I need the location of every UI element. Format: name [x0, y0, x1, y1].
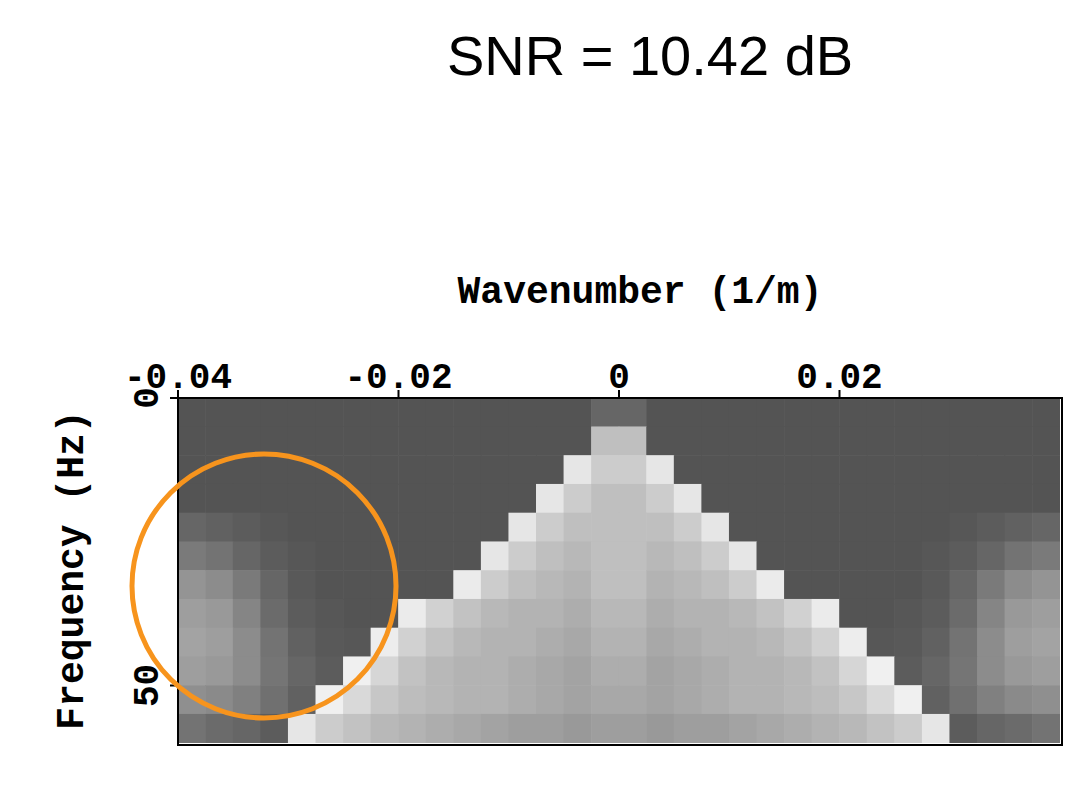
svg-text:0.02: 0.02 [796, 358, 882, 399]
svg-text:-0.04: -0.04 [124, 358, 232, 399]
svg-text:-0.02: -0.02 [344, 358, 452, 399]
svg-text:50: 50 [128, 664, 169, 707]
svg-text:0: 0 [128, 387, 169, 409]
html-text:Frequency (Hz): Frequency (Hz) [50, 410, 94, 730]
svg-text:0: 0 [608, 358, 630, 399]
html-text:Wavenumber (1/m): Wavenumber (1/m) [457, 270, 823, 314]
html-text:SNR = 10.42 dB: SNR = 10.42 dB [446, 23, 854, 87]
